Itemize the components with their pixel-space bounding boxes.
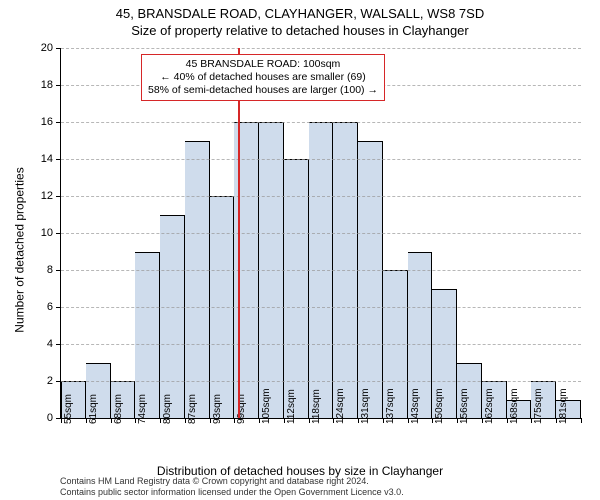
x-tick <box>111 418 112 423</box>
gridline <box>61 344 581 345</box>
gridline <box>61 233 581 234</box>
gridline <box>61 122 581 123</box>
x-tick-label: 118sqm <box>311 389 322 424</box>
x-tick <box>507 418 508 423</box>
y-tick-label: 14 <box>41 153 53 165</box>
y-tick-label: 10 <box>41 227 53 239</box>
attribution-line-2: Contains public sector information licen… <box>60 487 404 498</box>
x-tick <box>86 418 87 423</box>
x-tick <box>358 418 359 423</box>
x-tick-label: 105sqm <box>261 388 272 424</box>
histogram-bar <box>160 215 185 419</box>
x-tick <box>482 418 483 423</box>
x-tick <box>309 418 310 423</box>
y-tick <box>56 344 61 345</box>
x-tick-label: 143sqm <box>410 388 421 424</box>
histogram-bar <box>284 159 309 418</box>
gridline <box>61 381 581 382</box>
x-tick-label: 175sqm <box>533 388 544 424</box>
y-tick <box>56 233 61 234</box>
y-axis-label-container: Number of detached properties <box>12 0 28 500</box>
callout-line: 58% of semi-detached houses are larger (… <box>148 84 378 97</box>
plot-area: 0246810121416182055sqm61sqm68sqm74sqm80s… <box>60 48 581 419</box>
x-tick <box>61 418 62 423</box>
y-tick <box>56 196 61 197</box>
histogram-bar <box>185 141 210 419</box>
gridline <box>61 159 581 160</box>
x-tick-label: 55sqm <box>63 394 74 424</box>
x-tick-label: 137sqm <box>385 388 396 424</box>
gridline <box>61 48 581 49</box>
x-tick <box>284 418 285 423</box>
x-tick-label: 150sqm <box>434 388 445 424</box>
x-tick <box>160 418 161 423</box>
x-tick-label: 93sqm <box>212 394 223 424</box>
gridline <box>61 196 581 197</box>
y-tick-label: 12 <box>41 190 53 202</box>
x-tick-label: 131sqm <box>360 388 371 424</box>
title-line-1: 45, BRANSDALE ROAD, CLAYHANGER, WALSALL,… <box>0 6 600 21</box>
callout-box: 45 BRANSDALE ROAD: 100sqm← 40% of detach… <box>141 54 385 101</box>
attribution-line-1: Contains HM Land Registry data © Crown c… <box>60 476 404 487</box>
x-tick-label: 112sqm <box>286 389 297 424</box>
y-tick-label: 20 <box>41 42 53 54</box>
x-tick-label: 68sqm <box>113 394 124 424</box>
chart-titles: 45, BRANSDALE ROAD, CLAYHANGER, WALSALL,… <box>0 6 600 38</box>
x-tick-label: 74sqm <box>137 394 148 424</box>
y-tick <box>56 270 61 271</box>
x-tick <box>210 418 211 423</box>
y-axis-label: Number of detached properties <box>13 167 27 332</box>
histogram-bar <box>358 141 383 419</box>
gridline <box>61 307 581 308</box>
y-tick-label: 4 <box>47 338 53 350</box>
chart-container: { "title_line1": "45, BRANSDALE ROAD, CL… <box>0 0 600 500</box>
y-tick-label: 6 <box>47 301 53 313</box>
title-line-2: Size of property relative to detached ho… <box>0 23 600 38</box>
x-tick <box>259 418 260 423</box>
y-tick <box>56 307 61 308</box>
x-tick-label: 181sqm <box>558 388 569 424</box>
x-tick-label: 124sqm <box>335 388 346 424</box>
x-tick <box>581 418 582 423</box>
y-tick-label: 2 <box>47 375 53 387</box>
attribution: Contains HM Land Registry data © Crown c… <box>60 476 404 498</box>
callout-line: 45 BRANSDALE ROAD: 100sqm <box>148 58 378 71</box>
y-tick <box>56 122 61 123</box>
y-tick-label: 16 <box>41 116 53 128</box>
x-tick <box>408 418 409 423</box>
callout-line: ← 40% of detached houses are smaller (69… <box>148 71 378 84</box>
x-tick <box>383 418 384 423</box>
x-tick-label: 80sqm <box>162 394 173 424</box>
y-tick <box>56 48 61 49</box>
y-tick-label: 8 <box>47 264 53 276</box>
x-tick-label: 162sqm <box>484 388 495 424</box>
gridline <box>61 270 581 271</box>
x-tick-label: 168sqm <box>509 388 520 424</box>
y-tick-label: 0 <box>47 412 53 424</box>
reference-line <box>238 48 240 418</box>
x-tick-label: 61sqm <box>88 394 99 424</box>
y-tick-label: 18 <box>41 79 53 91</box>
y-tick <box>56 381 61 382</box>
y-tick <box>56 159 61 160</box>
x-tick-label: 156sqm <box>459 388 470 424</box>
x-tick-label: 87sqm <box>187 394 198 424</box>
y-tick <box>56 85 61 86</box>
x-tick <box>185 418 186 423</box>
